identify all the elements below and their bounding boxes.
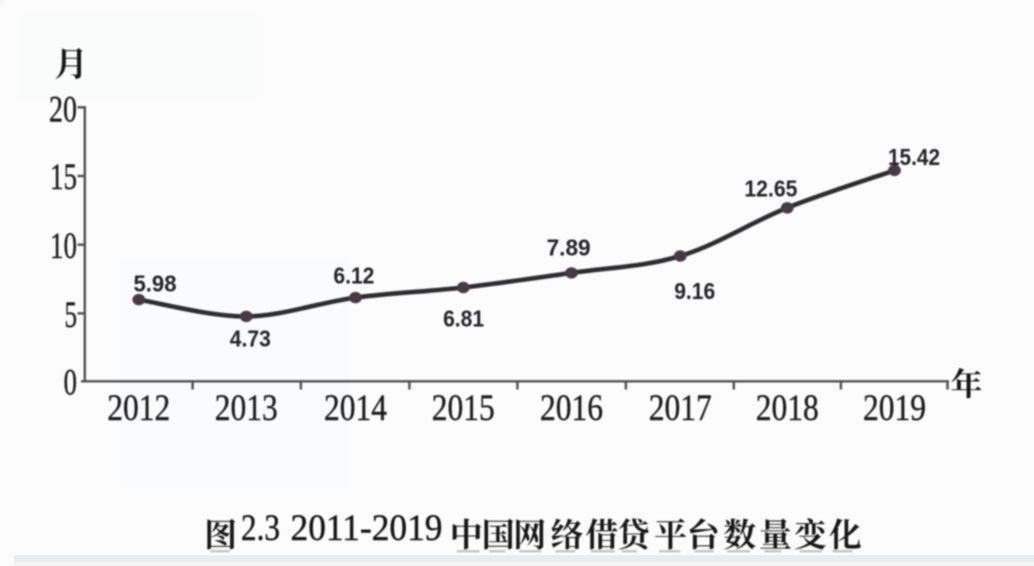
svg-text:2019: 2019 (863, 388, 926, 429)
svg-text:0: 0 (64, 362, 78, 403)
svg-text:2015: 2015 (432, 388, 495, 429)
svg-text:15.42: 15.42 (888, 144, 940, 170)
svg-text:9.16: 9.16 (674, 278, 715, 304)
svg-text:4.73: 4.73 (230, 326, 271, 352)
svg-text:5.98: 5.98 (134, 271, 177, 297)
svg-text:2011-2019: 2011-2019 (291, 508, 443, 549)
svg-text:2013: 2013 (215, 388, 278, 429)
svg-text:7.89: 7.89 (547, 235, 591, 261)
svg-text:5: 5 (65, 295, 78, 336)
svg-text:6.12: 6.12 (333, 263, 374, 289)
svg-text:2014: 2014 (324, 388, 387, 429)
svg-text:2012: 2012 (107, 388, 170, 429)
svg-text:12.65: 12.65 (744, 176, 797, 202)
svg-text:10: 10 (50, 226, 77, 267)
svg-text:2018: 2018 (756, 388, 819, 429)
svg-text:2.3: 2.3 (241, 508, 280, 549)
svg-text:2016: 2016 (540, 388, 603, 429)
svg-text:15: 15 (50, 157, 77, 198)
svg-text:20: 20 (49, 90, 77, 131)
svg-text:6.81: 6.81 (443, 306, 484, 332)
svg-text:2017: 2017 (649, 388, 712, 429)
